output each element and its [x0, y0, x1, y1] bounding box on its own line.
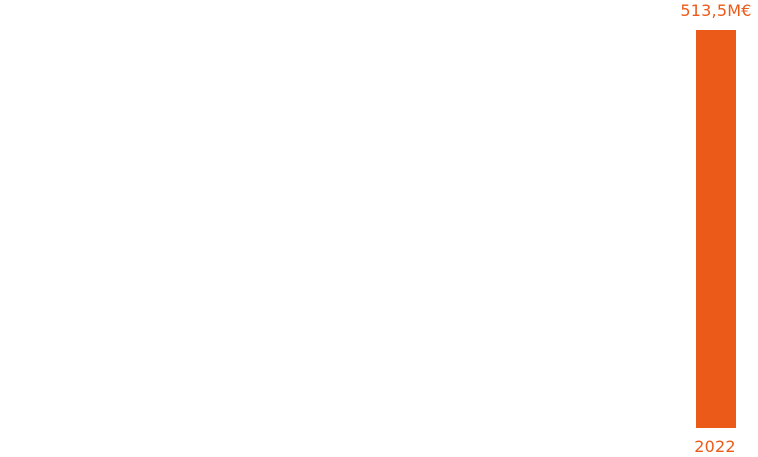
bar-group	[696, 30, 736, 428]
bar-2022	[696, 30, 736, 428]
value-label-group: 513,5M€	[680, 1, 751, 20]
category-label-2022: 2022	[694, 437, 736, 456]
category-label-group: 2022	[694, 437, 736, 456]
value-label-2022: 513,5M€	[680, 1, 751, 20]
